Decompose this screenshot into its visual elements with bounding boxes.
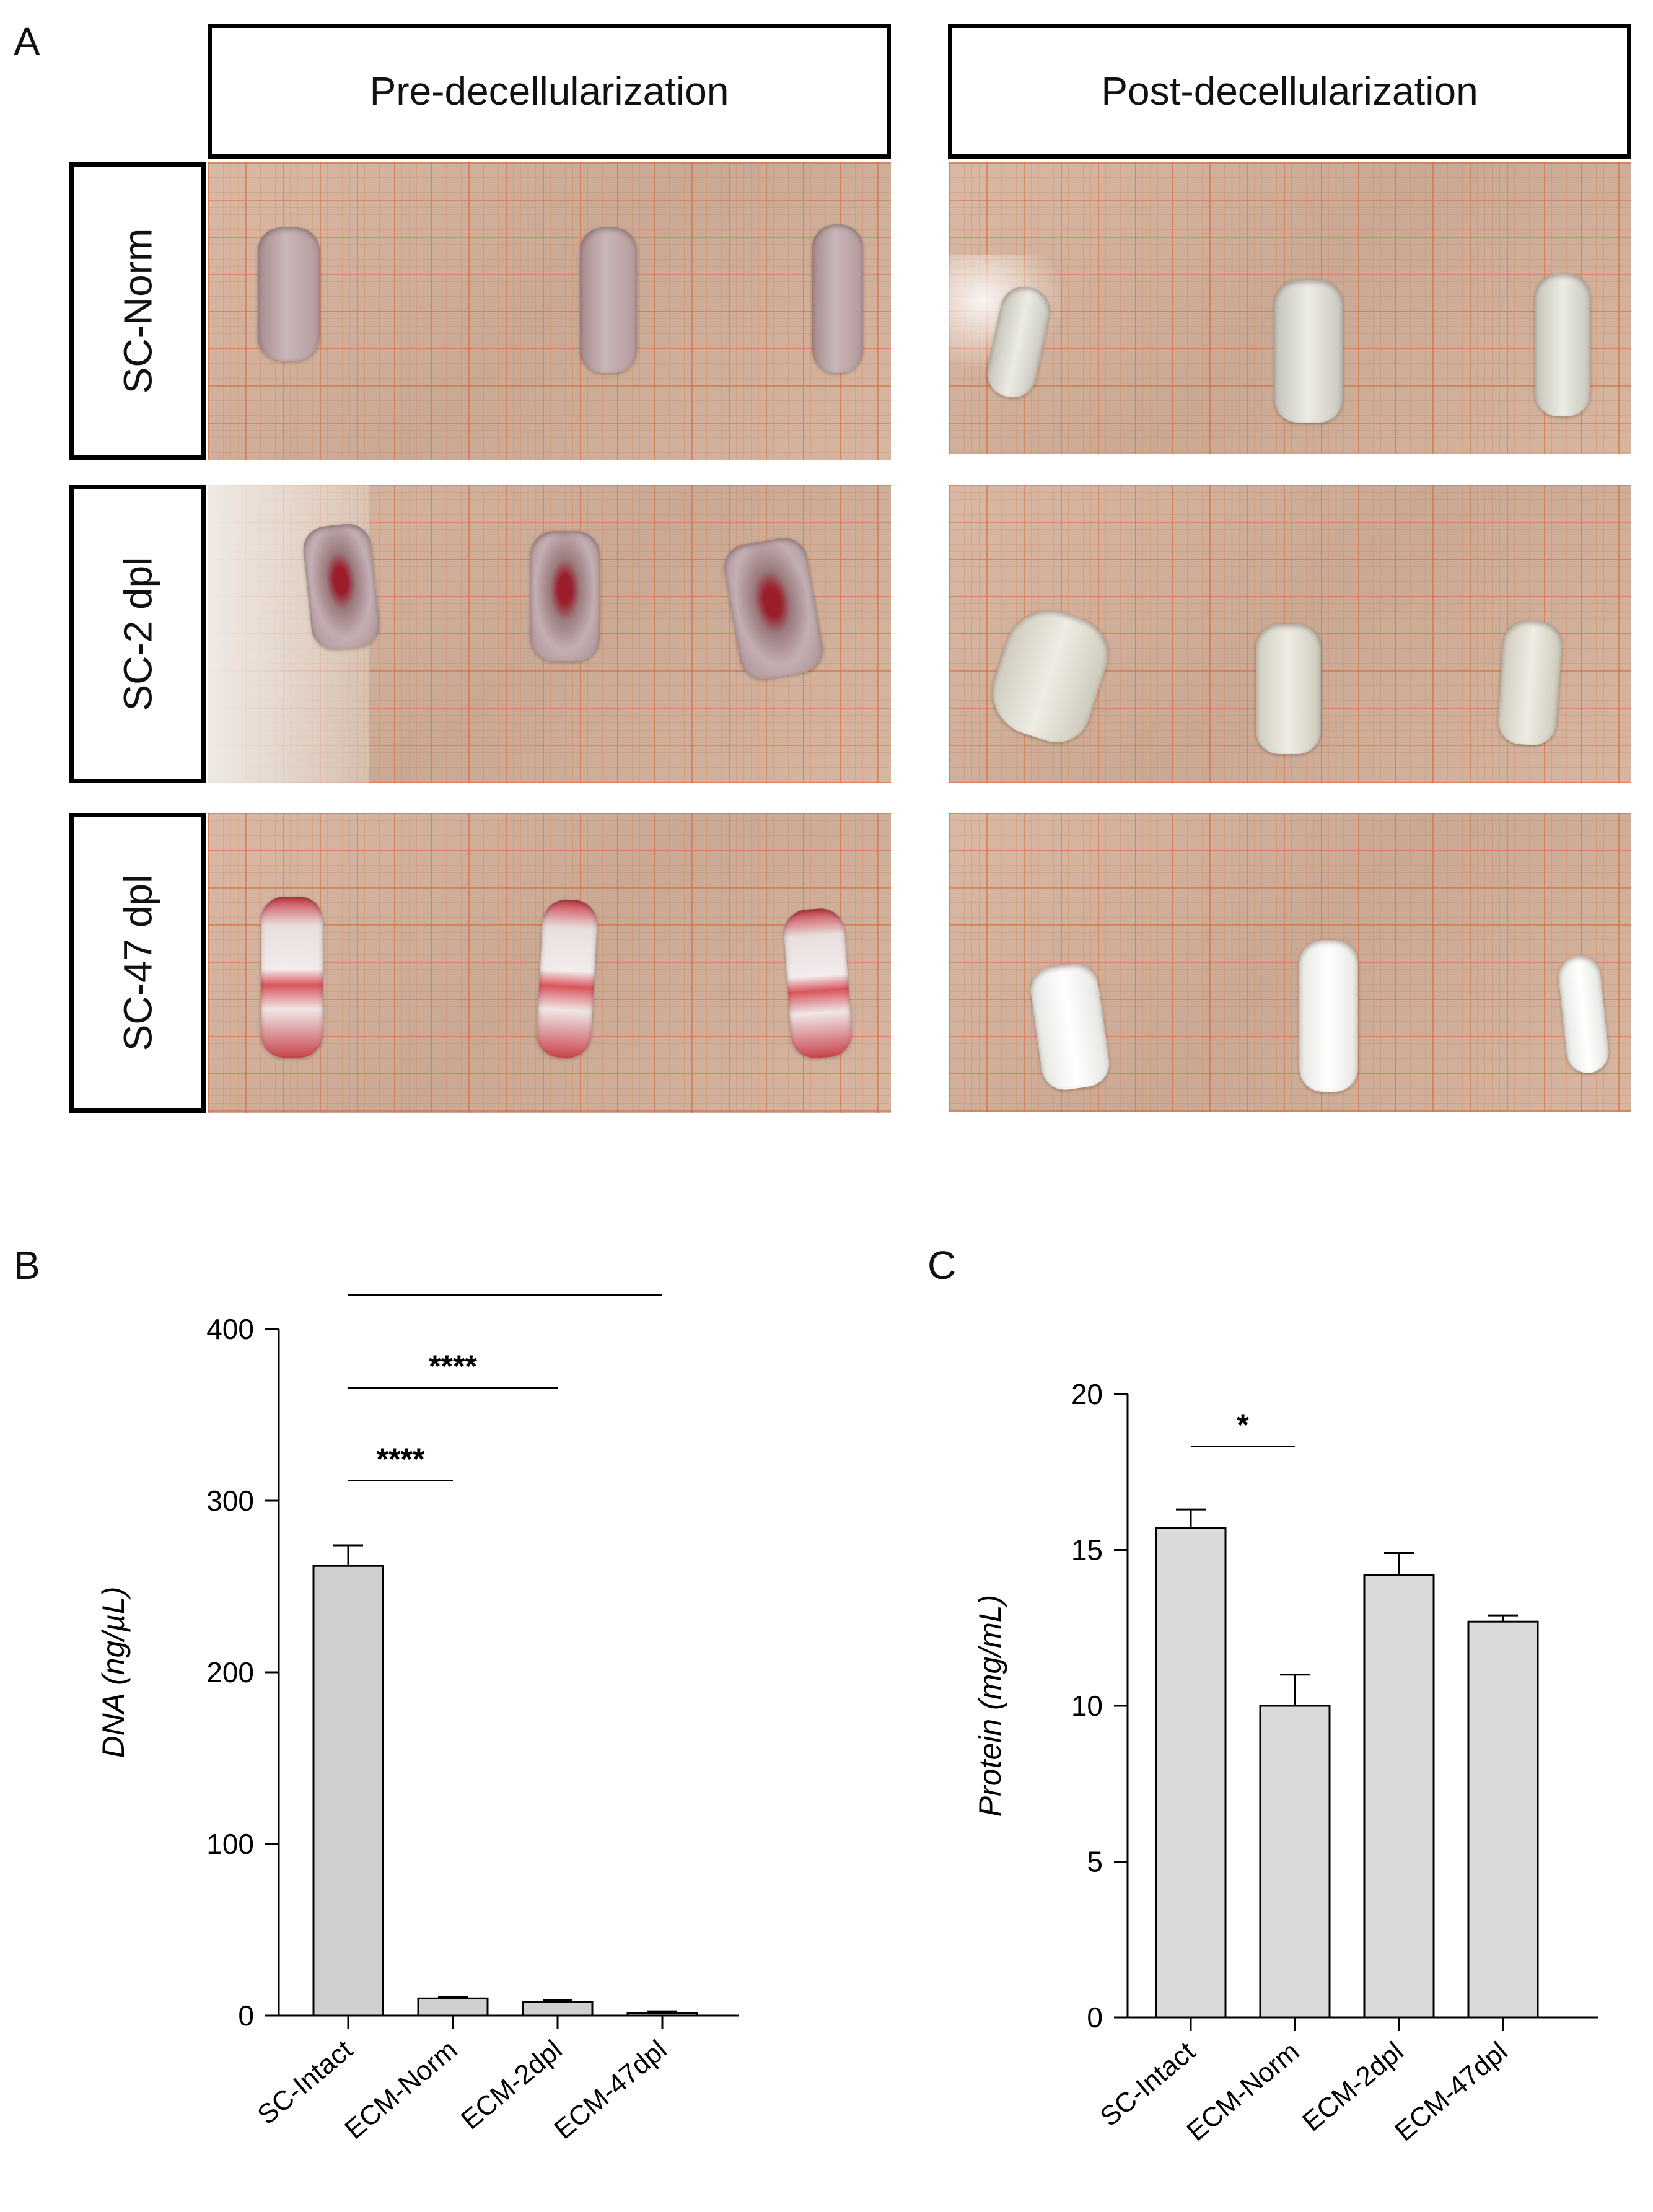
y-tick-label: 0 — [1087, 2001, 1103, 2034]
x-tick-label: ECM-Norm — [339, 2034, 463, 2145]
y-axis-label-unit: (ng/µL) — [96, 1586, 131, 1685]
y-tick-label: 0 — [238, 1999, 254, 2032]
chart-b-content: 0 100 200 300 400 DNA (ng/µL) SC-IntactECM-Nor… — [96, 1276, 739, 2145]
chart-c-content: 0 5 10 15 20 Protein (mg/mL) SC-IntactECM-Norm… — [973, 1378, 1598, 2147]
y-axis-label-main: DNA — [96, 1685, 131, 1758]
photo-post-sc-norm — [949, 162, 1631, 454]
y-tick-label: 400 — [206, 1313, 254, 1345]
y-axis-label-unit: (mg/mL) — [973, 1595, 1007, 1710]
protein-bar-chart: 0 5 10 15 20 Protein (mg/mL) SC-IntactECM-Norm… — [973, 1378, 1598, 2147]
tissue-sample — [720, 533, 827, 683]
row-label-text: SC-2 dpl — [115, 556, 160, 711]
tissue-sample — [1556, 953, 1611, 1076]
x-tick-label: ECM-47dpl — [548, 2034, 672, 2145]
row-label-text: SC-Norm — [115, 228, 160, 394]
photo-pre-sc-2dpl — [208, 485, 891, 783]
tissue-sample — [1027, 960, 1113, 1093]
panel-letter-c: C — [927, 1243, 957, 1288]
dna-bar-chart: 0 100 200 300 400 DNA (ng/µL) SC-IntactECM-Nor… — [96, 1276, 739, 2145]
bar — [1467, 1620, 1539, 2019]
photo-pre-sc-47dpl — [208, 813, 891, 1113]
y-axis-label: DNA (ng/µL) — [96, 1586, 131, 1758]
y-tick-label: 100 — [206, 1828, 254, 1860]
row-label-sc-2dpl: SC-2 dpl — [69, 485, 206, 783]
row-label-text: SC-47 dpl — [115, 874, 160, 1051]
y-tick-label: 20 — [1071, 1378, 1103, 1410]
significance-label: **** — [377, 1442, 425, 1477]
y-axis-label-main: Protein — [973, 1710, 1007, 1817]
significance-label: * — [1237, 1408, 1249, 1442]
photo-pre-sc-norm — [208, 162, 891, 460]
tissue-sample — [1299, 940, 1358, 1092]
tissue-sample — [1274, 280, 1343, 423]
photo-post-sc-2dpl — [949, 485, 1631, 783]
y-tick-label: 5 — [1087, 1846, 1103, 1878]
bar — [522, 2001, 594, 2017]
tissue-sample — [261, 897, 323, 1058]
bar — [1155, 1527, 1227, 2019]
panel-letter-b: B — [14, 1243, 40, 1288]
tissue-sample — [258, 227, 320, 361]
x-tick-label: SC-Intact — [252, 2034, 358, 2130]
tissue-sample — [535, 898, 598, 1060]
tissue-sample — [1535, 274, 1590, 416]
row-label-sc-norm: SC-Norm — [69, 162, 206, 460]
x-tick-label: ECM-47dpl — [1389, 2036, 1513, 2147]
x-tick-label: SC-Intact — [1094, 2036, 1201, 2132]
header-post-label: Post-decellularization — [1101, 69, 1478, 113]
panel-letter-a: A — [14, 19, 40, 64]
y-tick-label: 10 — [1071, 1690, 1103, 1722]
header-post-decellularization: Post-decellularization — [948, 24, 1631, 159]
tissue-sample — [981, 599, 1118, 752]
bar — [417, 1997, 489, 2017]
y-axis-label: Protein (mg/mL) — [973, 1595, 1007, 1817]
tissue-sample — [782, 906, 854, 1060]
bar — [626, 2012, 698, 2017]
y-tick-label: 200 — [206, 1656, 254, 1688]
tissue-sample — [580, 227, 637, 373]
tissue-sample — [530, 531, 600, 661]
header-pre-label: Pre-decellularization — [369, 69, 729, 113]
header-pre-decellularization: Pre-decellularization — [208, 24, 891, 159]
y-tick-label: 15 — [1071, 1534, 1103, 1566]
tissue-sample — [1496, 618, 1564, 747]
bar — [1259, 1705, 1331, 2019]
tissue-sample — [300, 521, 382, 652]
bar — [312, 1565, 384, 2017]
significance-label: **** — [429, 1349, 477, 1384]
x-tick-label: ECM-Norm — [1181, 2036, 1305, 2147]
significance-label: **** — [481, 1276, 530, 1291]
tissue-sample — [1256, 624, 1321, 754]
row-label-sc-47dpl: SC-47 dpl — [69, 813, 206, 1113]
y-tick-label: 300 — [206, 1485, 254, 1517]
tissue-sample — [812, 224, 863, 373]
bar — [1363, 1574, 1435, 2019]
photo-post-sc-47dpl — [949, 813, 1631, 1112]
